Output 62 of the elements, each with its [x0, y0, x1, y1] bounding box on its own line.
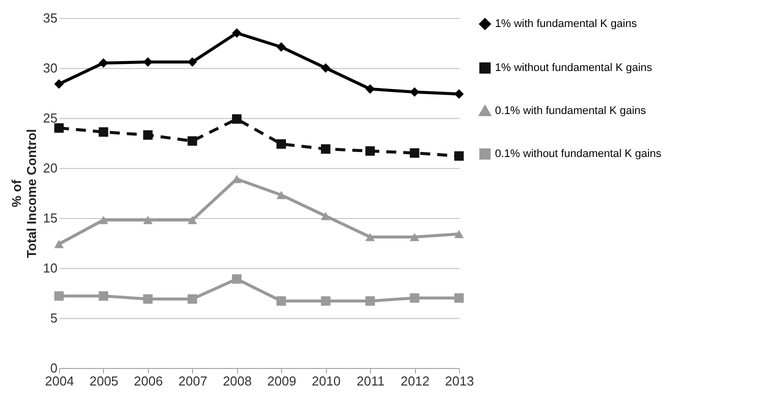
x-tick-label: 2010	[312, 374, 341, 388]
point	[188, 216, 198, 224]
point	[143, 57, 153, 67]
point	[320, 63, 330, 73]
x-tick-label: 2007	[178, 374, 208, 388]
point	[454, 89, 464, 99]
point	[454, 151, 464, 161]
legend-label: 0.1% with fundamental K gains	[495, 105, 647, 117]
y-tick-label: 25	[43, 110, 58, 126]
point	[276, 42, 286, 52]
y-tick-label: 20	[43, 160, 58, 176]
y-tick-label: 35	[43, 10, 58, 26]
point	[188, 294, 198, 304]
point	[232, 28, 242, 38]
point	[365, 232, 375, 242]
point	[188, 136, 198, 146]
point	[54, 123, 64, 133]
point	[54, 240, 64, 248]
point	[365, 146, 375, 156]
point	[98, 127, 108, 137]
point	[276, 139, 286, 149]
y-axis-title: % of Total Income Control	[9, 128, 40, 258]
point	[232, 114, 242, 124]
legend-label: 1% without fundamental K gains	[495, 62, 653, 74]
point	[410, 293, 420, 303]
point	[276, 190, 286, 200]
x-tick-label: 2005	[89, 374, 118, 388]
x-tick-label: 2011	[356, 374, 385, 388]
point	[98, 58, 108, 68]
x-tick-label: 2006	[134, 374, 163, 388]
legend-label: 1% with fundamental K gains	[495, 18, 638, 30]
point	[143, 294, 153, 304]
point	[410, 87, 420, 97]
point	[454, 293, 464, 303]
point	[54, 291, 64, 301]
point	[410, 232, 420, 242]
point	[98, 291, 108, 301]
x-tick-label: 2013	[445, 374, 474, 388]
x-tick-label: 2004	[45, 374, 74, 388]
point	[320, 144, 330, 154]
point	[232, 274, 242, 284]
x-tick-label: 2012	[400, 374, 430, 388]
point	[54, 79, 64, 89]
point	[276, 296, 286, 306]
x-tick-label: 2009	[267, 374, 296, 388]
point	[320, 296, 330, 306]
point	[188, 57, 198, 67]
point	[98, 216, 108, 224]
point	[454, 230, 464, 238]
point	[365, 296, 375, 306]
y-tick-label: 30	[43, 60, 58, 76]
point	[320, 212, 330, 220]
y-tick-label: 5	[50, 310, 58, 326]
y-tick-label: 15	[43, 210, 58, 226]
y-tick-label: 0	[50, 360, 58, 376]
y-tick-label: 10	[43, 260, 58, 276]
legend-label: 0.1% without fundamental K gains	[495, 148, 662, 160]
point	[365, 84, 375, 94]
point	[143, 216, 153, 224]
point	[143, 130, 153, 140]
point	[410, 148, 420, 158]
x-tick-label: 2008	[222, 374, 252, 388]
